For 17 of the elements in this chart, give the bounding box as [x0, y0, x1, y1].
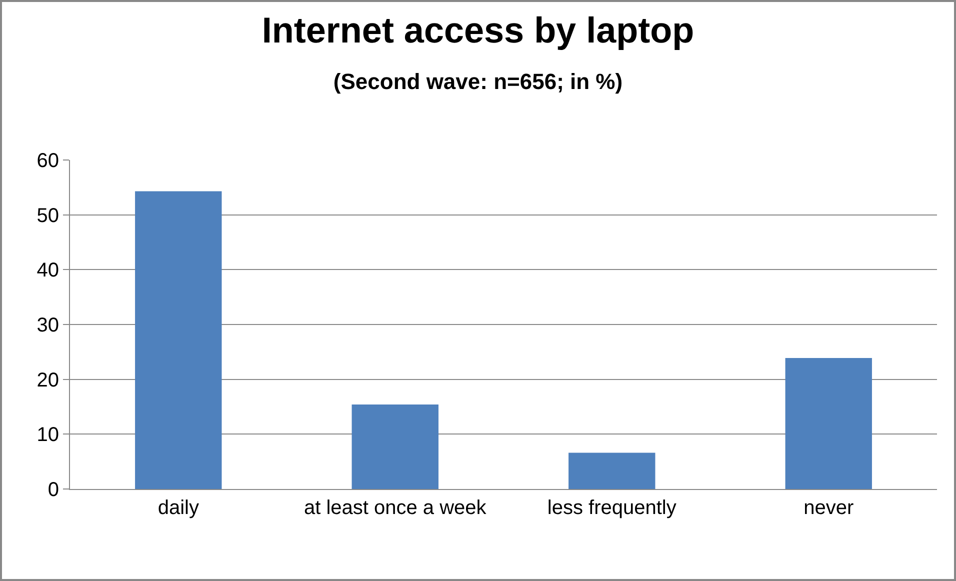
bar: [568, 452, 656, 489]
x-tick-label: daily: [158, 497, 199, 519]
y-tick-label: 20: [36, 369, 59, 392]
chart-title: Internet access by laptop: [262, 9, 694, 50]
bar: [785, 358, 872, 489]
y-tick-label: 0: [48, 479, 59, 501]
x-tick-label: less frequently: [547, 497, 676, 519]
chart-subtitle: (Second wave: n=656; in %): [333, 69, 623, 94]
bar: [135, 191, 222, 489]
x-tick-label: at least once a week: [304, 497, 488, 519]
y-tick-label: 50: [36, 204, 59, 227]
y-tick-label: 10: [36, 424, 59, 446]
y-tick-label: 60: [36, 150, 59, 172]
y-tick-label: 40: [36, 260, 59, 282]
y-tick-label: 30: [36, 314, 59, 336]
bar: [352, 404, 438, 489]
x-tick-label: never: [804, 497, 854, 519]
